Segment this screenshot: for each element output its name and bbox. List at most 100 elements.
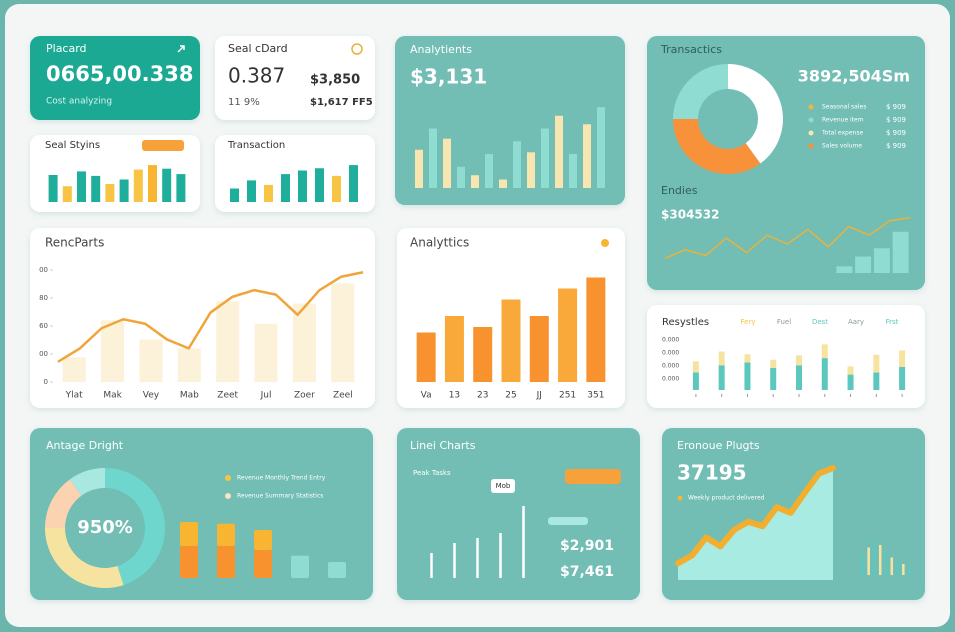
bar: [855, 256, 872, 273]
label: $ 909: [886, 142, 906, 150]
label: 0.000: [662, 376, 679, 383]
label: $2,901: [560, 538, 614, 554]
bar: [254, 323, 278, 382]
bar-segment: [899, 350, 906, 367]
bar-segment: [692, 372, 699, 390]
bar: [471, 175, 479, 188]
bar: [873, 248, 890, 273]
label: Revenue item: [822, 117, 864, 124]
bar: [586, 277, 606, 382]
label: RencParts: [45, 236, 104, 250]
bar: [555, 115, 563, 188]
card: [215, 36, 375, 120]
legend-dot: [808, 104, 814, 110]
bar-segment: [821, 344, 828, 359]
bar: [501, 299, 521, 382]
bar: [247, 180, 256, 202]
label: Revenue Monthly Trend Entry: [237, 475, 326, 482]
label: Peak Tasks: [413, 469, 451, 477]
bar: [896, 560, 899, 575]
icon: [601, 239, 609, 247]
label: 950%: [77, 517, 133, 538]
label: Seal cDard: [228, 42, 288, 55]
bar-segment: [770, 359, 777, 368]
bar-segment: [796, 355, 802, 366]
label: Weekly product delivered: [688, 495, 765, 502]
bar: [349, 165, 358, 202]
label: 0: [44, 378, 48, 386]
card: [30, 135, 200, 212]
bar-segment: [180, 546, 198, 578]
legend-dot: [808, 130, 814, 136]
bar: [527, 152, 535, 188]
label: 23: [477, 391, 488, 401]
label: Aary: [848, 318, 864, 326]
bar: [331, 283, 355, 382]
label: $3,131: [410, 65, 487, 89]
bar-segment: [796, 365, 802, 390]
label: Sales volume: [822, 143, 862, 150]
bar: [569, 154, 577, 188]
bar-segment: [847, 366, 854, 375]
bar-segment: [770, 368, 777, 390]
bar: [499, 179, 507, 188]
label: Seasonal sales: [822, 104, 866, 111]
label: 80: [39, 294, 48, 302]
label: Resystles: [662, 317, 709, 328]
label: Transactics: [660, 43, 722, 56]
bar: [873, 540, 876, 575]
bar-segment: [217, 523, 235, 546]
bar-segment: [718, 365, 725, 390]
bar: [476, 538, 479, 578]
label: 13: [449, 391, 460, 401]
label: Analyttics: [410, 236, 469, 250]
badge: [142, 140, 184, 151]
card: [395, 36, 625, 205]
bar-segment: [692, 361, 699, 373]
label: 351: [587, 391, 604, 401]
bar-segment: [744, 362, 751, 390]
bar: [332, 175, 341, 202]
bar-segment: [291, 555, 309, 578]
donut-segment: [673, 119, 761, 174]
label: 0.387: [228, 64, 285, 88]
label: 251: [559, 391, 576, 401]
bar: [861, 555, 865, 575]
label: Total expense: [821, 130, 863, 137]
bar: [558, 288, 578, 382]
bar: [499, 533, 502, 578]
bar: [216, 301, 240, 382]
bar-segment: [254, 550, 272, 578]
label: 25: [505, 391, 516, 401]
label: $ 909: [886, 116, 906, 124]
bar: [867, 547, 870, 575]
label: $7,461: [560, 564, 614, 580]
bar-segment: [254, 530, 272, 550]
label: 00: [39, 350, 48, 358]
label: $3,850: [310, 73, 360, 88]
card: [647, 36, 925, 290]
label: Va: [421, 391, 432, 401]
label: Frst: [886, 318, 899, 326]
label: Eronoue Plugts: [677, 439, 760, 452]
bar: [597, 107, 605, 188]
bar-segment: [847, 374, 854, 390]
legend-dot: [808, 143, 814, 149]
label: Jul: [260, 391, 272, 401]
donut-segment: [69, 468, 105, 496]
bar-segment: [744, 354, 751, 363]
bar: [836, 266, 853, 273]
marker-box: [491, 479, 515, 493]
bar: [139, 339, 163, 382]
bar: [48, 175, 58, 202]
bar: [315, 168, 324, 202]
label: Zeet: [217, 391, 238, 401]
bar: [62, 186, 72, 202]
label: Fery: [741, 318, 756, 326]
donut-segment: [728, 64, 783, 164]
card: [30, 36, 200, 120]
donut-segment: [105, 468, 166, 586]
label: $ 909: [886, 103, 906, 111]
label: 11 9%: [228, 97, 260, 108]
bar: [415, 149, 423, 188]
